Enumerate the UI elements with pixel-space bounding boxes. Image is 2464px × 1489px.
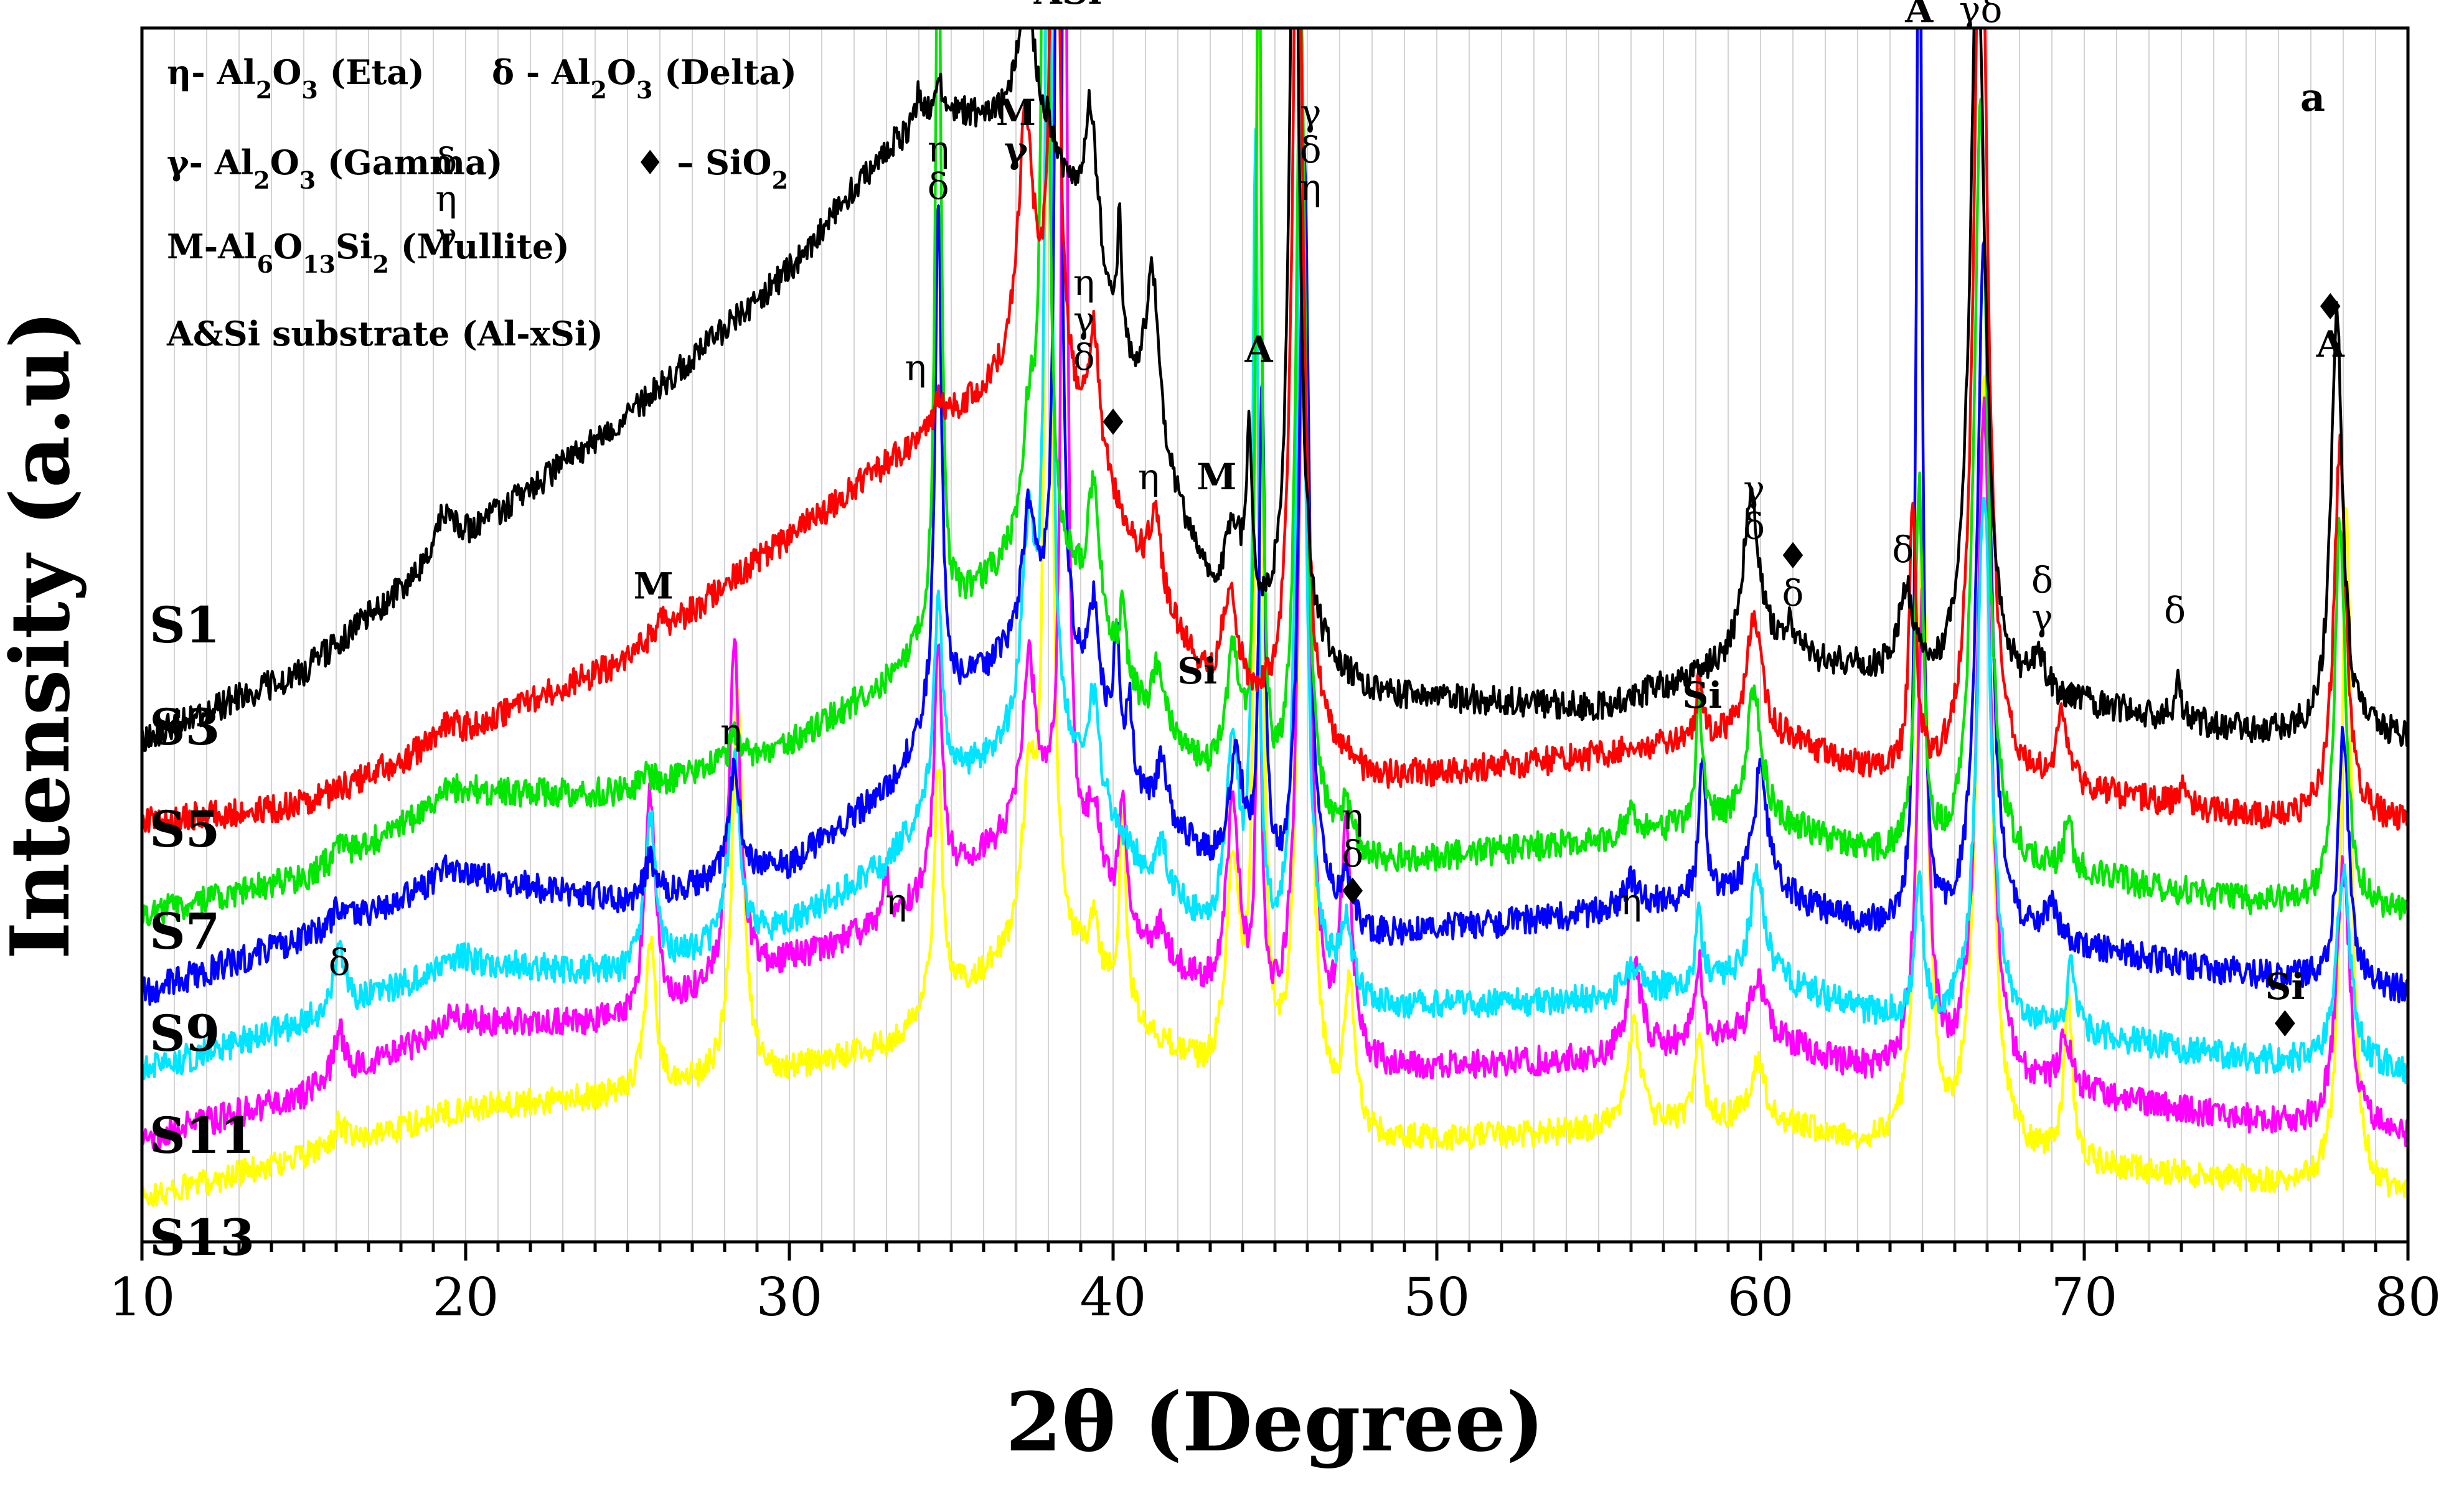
peak-annotation: Si bbox=[2265, 965, 2305, 1008]
series-label-s11: S11 bbox=[149, 1106, 255, 1165]
legend-entry: δ - Al2O3 (Delta) bbox=[492, 52, 797, 104]
trace-s3 bbox=[142, 28, 2408, 834]
trace-s9 bbox=[142, 28, 2408, 1084]
series-label-s9: S9 bbox=[149, 1004, 220, 1063]
peak-annotation: δ bbox=[1782, 572, 1804, 614]
trace-s13 bbox=[142, 28, 2408, 1208]
x-tick-label: 80 bbox=[2375, 1267, 2442, 1328]
peak-annotation: η bbox=[1620, 881, 1642, 923]
panel-label: a bbox=[2300, 75, 2325, 120]
x-tick-label: 70 bbox=[2051, 1267, 2118, 1328]
series-label-s13: S13 bbox=[149, 1208, 255, 1267]
peak-annotation: δ bbox=[928, 166, 949, 208]
peak-annotation: η bbox=[1300, 166, 1322, 209]
peak-annotation: η bbox=[1073, 261, 1095, 304]
peak-annotation: η bbox=[885, 881, 907, 923]
peak-annotation: δ bbox=[2164, 589, 2186, 632]
peak-annotation: η bbox=[1342, 796, 1363, 838]
legend-entry: η- Al2O3 (Eta) bbox=[167, 52, 425, 104]
legend-entry: ♦ – SiO2 bbox=[635, 143, 788, 194]
peak-annotation: ♦ bbox=[2314, 286, 2346, 328]
peak-annotation: η bbox=[928, 128, 949, 171]
peak-annotation: δ bbox=[1073, 336, 1095, 378]
peak-annotation: γ bbox=[1300, 92, 1322, 134]
peak-annotation: M bbox=[996, 92, 1036, 134]
x-tick-label: 20 bbox=[433, 1267, 499, 1328]
peak-annotation: η bbox=[1138, 456, 1160, 498]
trace-s1 bbox=[142, 28, 2408, 752]
peak-annotation: ♦ bbox=[1337, 870, 1369, 913]
x-tick-label: 30 bbox=[756, 1267, 823, 1328]
peak-annotation: M bbox=[633, 565, 673, 608]
peak-annotation: δ bbox=[1342, 833, 1363, 875]
peak-annotation: Si bbox=[1682, 674, 1722, 716]
phase-legend: η- Al2O3 (Eta) δ - Al2O3 (Delta) γ- Al2O3 … bbox=[166, 52, 797, 354]
x-tick-label: 10 bbox=[109, 1267, 176, 1328]
peak-annotations: δηγMηδηηηδMγASiηγδ♦ηMSiAγδηηδ♦ηSiγδ♦δδAγ… bbox=[329, 0, 2346, 1045]
peak-annotation: γ bbox=[1004, 129, 1028, 171]
peak-annotation: δ bbox=[2031, 559, 2053, 601]
x-tick-label: 50 bbox=[1404, 1267, 1470, 1328]
series-label-s7: S7 bbox=[149, 902, 220, 961]
trace-s7 bbox=[142, 28, 2408, 1006]
peak-annotation: ♦ bbox=[1097, 401, 1129, 443]
legend-entry: A&Si substrate (Al-xSi) bbox=[166, 314, 603, 354]
peak-annotation: γ bbox=[2031, 596, 2053, 639]
x-axis: 10 20 30 40 50 60 70 80 bbox=[109, 1242, 2442, 1328]
series-label-s3: S3 bbox=[149, 698, 220, 756]
peak-annotation: A bbox=[1244, 328, 1273, 370]
peak-annotation: Si bbox=[1177, 650, 1217, 692]
peak-annotation: A bbox=[1904, 0, 1934, 31]
peak-annotation: δ bbox=[1300, 129, 1322, 171]
peak-annotation: ♦ bbox=[2055, 674, 2087, 716]
peak-annotation: γ bbox=[1743, 468, 1765, 510]
peak-annotation: η bbox=[720, 711, 742, 753]
trace-s5 bbox=[142, 28, 2408, 927]
peak-annotation: δ bbox=[1892, 528, 1914, 571]
peak-annotation: δ bbox=[329, 941, 350, 984]
peak-annotation: η bbox=[905, 347, 926, 389]
legend-entry: γ- Al2O3 (Gamma) bbox=[167, 143, 503, 194]
trace-s11 bbox=[142, 28, 2408, 1150]
peak-annotation: γδ bbox=[1959, 0, 2003, 31]
x-tick-label: 40 bbox=[1080, 1267, 1147, 1328]
y-axis-title: Intensity (a.u) bbox=[0, 310, 88, 959]
peak-annotation: γ bbox=[1073, 299, 1095, 341]
x-tick-label: 60 bbox=[1728, 1267, 1794, 1328]
series-label-s1: S1 bbox=[149, 596, 220, 654]
peak-annotation: η bbox=[435, 177, 457, 220]
diffraction-traces bbox=[142, 28, 2408, 1208]
peak-annotation: A bbox=[2316, 323, 2345, 365]
peak-annotation: M bbox=[1197, 456, 1236, 498]
series-label-s5: S5 bbox=[149, 800, 220, 858]
x-axis-title: 2θ (Degree) bbox=[1005, 1374, 1545, 1470]
peak-annotation: ♦ bbox=[1777, 535, 1809, 577]
peak-annotation: ♦ bbox=[2269, 1003, 2301, 1045]
peak-annotation: γ bbox=[435, 215, 457, 257]
peak-annotation: δ bbox=[1743, 505, 1765, 548]
series-labels: S1 S3 S5 S7 S9 S11 S13 bbox=[149, 596, 255, 1267]
peak-annotation: δ bbox=[435, 140, 457, 182]
peak-annotation: ASi bbox=[1033, 0, 1102, 12]
legend-entry: M-Al6O13Si2 (Mullite) bbox=[167, 227, 570, 278]
